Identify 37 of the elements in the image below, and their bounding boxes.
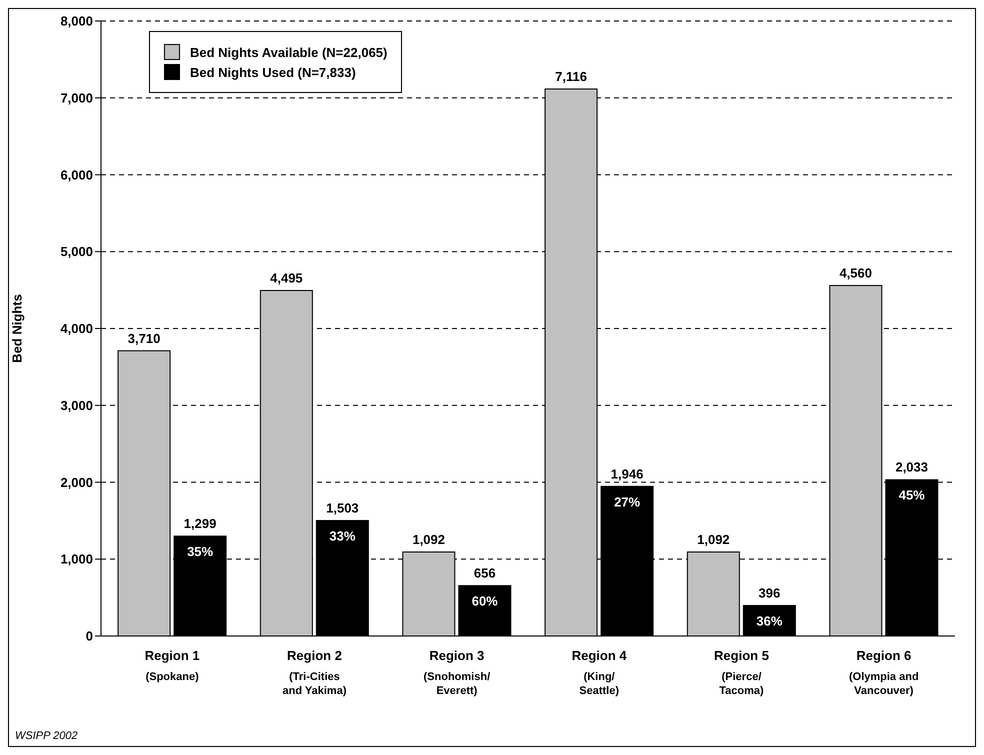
x-tick-label: Region 2 (Tri-Cities and Yakima) [282,648,347,697]
y-tick-label: 8,000 [60,14,93,29]
y-tick-label: 0 [86,628,93,644]
annotation: 45% [898,488,926,503]
annotation: 35% [187,544,214,560]
annotation: 60% [472,594,498,609]
data-label: 2,033 [895,460,928,475]
data-label: 656 [474,566,496,581]
annotation: 27% [614,494,641,510]
text: WSIPP 2002 [15,730,78,742]
y-tick-label: 6,000 [60,167,93,182]
y-axis-title: Bed Nights [10,294,25,363]
y-tick-label: 5,000 [60,244,93,260]
data-label: 1,503 [326,500,359,516]
legend-label: Bed Nights Used (N=7,833) [190,64,356,80]
data-label: 1,092 [697,532,730,548]
x-tick-label: Region 5 (Pierce/ Tacoma) [714,648,769,697]
y-tick-label: 3,000 [60,398,93,413]
x-tick-label: Region 3 (Snohomish/ Everett) [424,648,490,697]
data-label: 396 [758,586,780,601]
data-label: 3,710 [128,330,160,346]
annotation: 36% [756,614,783,629]
y-tick-label: 7,000 [60,90,93,106]
legend-label: Bed Nights Available (N=22,065) [190,44,388,60]
data-label: 1,946 [610,466,644,482]
data-label: 1,299 [184,516,216,532]
data-label: 4,560 [839,265,872,280]
x-tick-label: Region 6 (Olympia and Vancouver) [848,648,919,697]
annotation: 33% [329,528,356,544]
y-tick-label: 4,000 [60,321,93,336]
y-tick-label: 2,000 [60,474,93,490]
data-label: 4,495 [270,270,303,286]
y-tick-label: 1,000 [60,552,93,567]
x-tick-label: Region 1 (Spokane) [144,648,200,683]
x-tick-label: Region 4 (King/ Seattle) [572,648,628,697]
data-label: 7,116 [555,68,587,84]
data-label: 1,092 [412,532,446,548]
